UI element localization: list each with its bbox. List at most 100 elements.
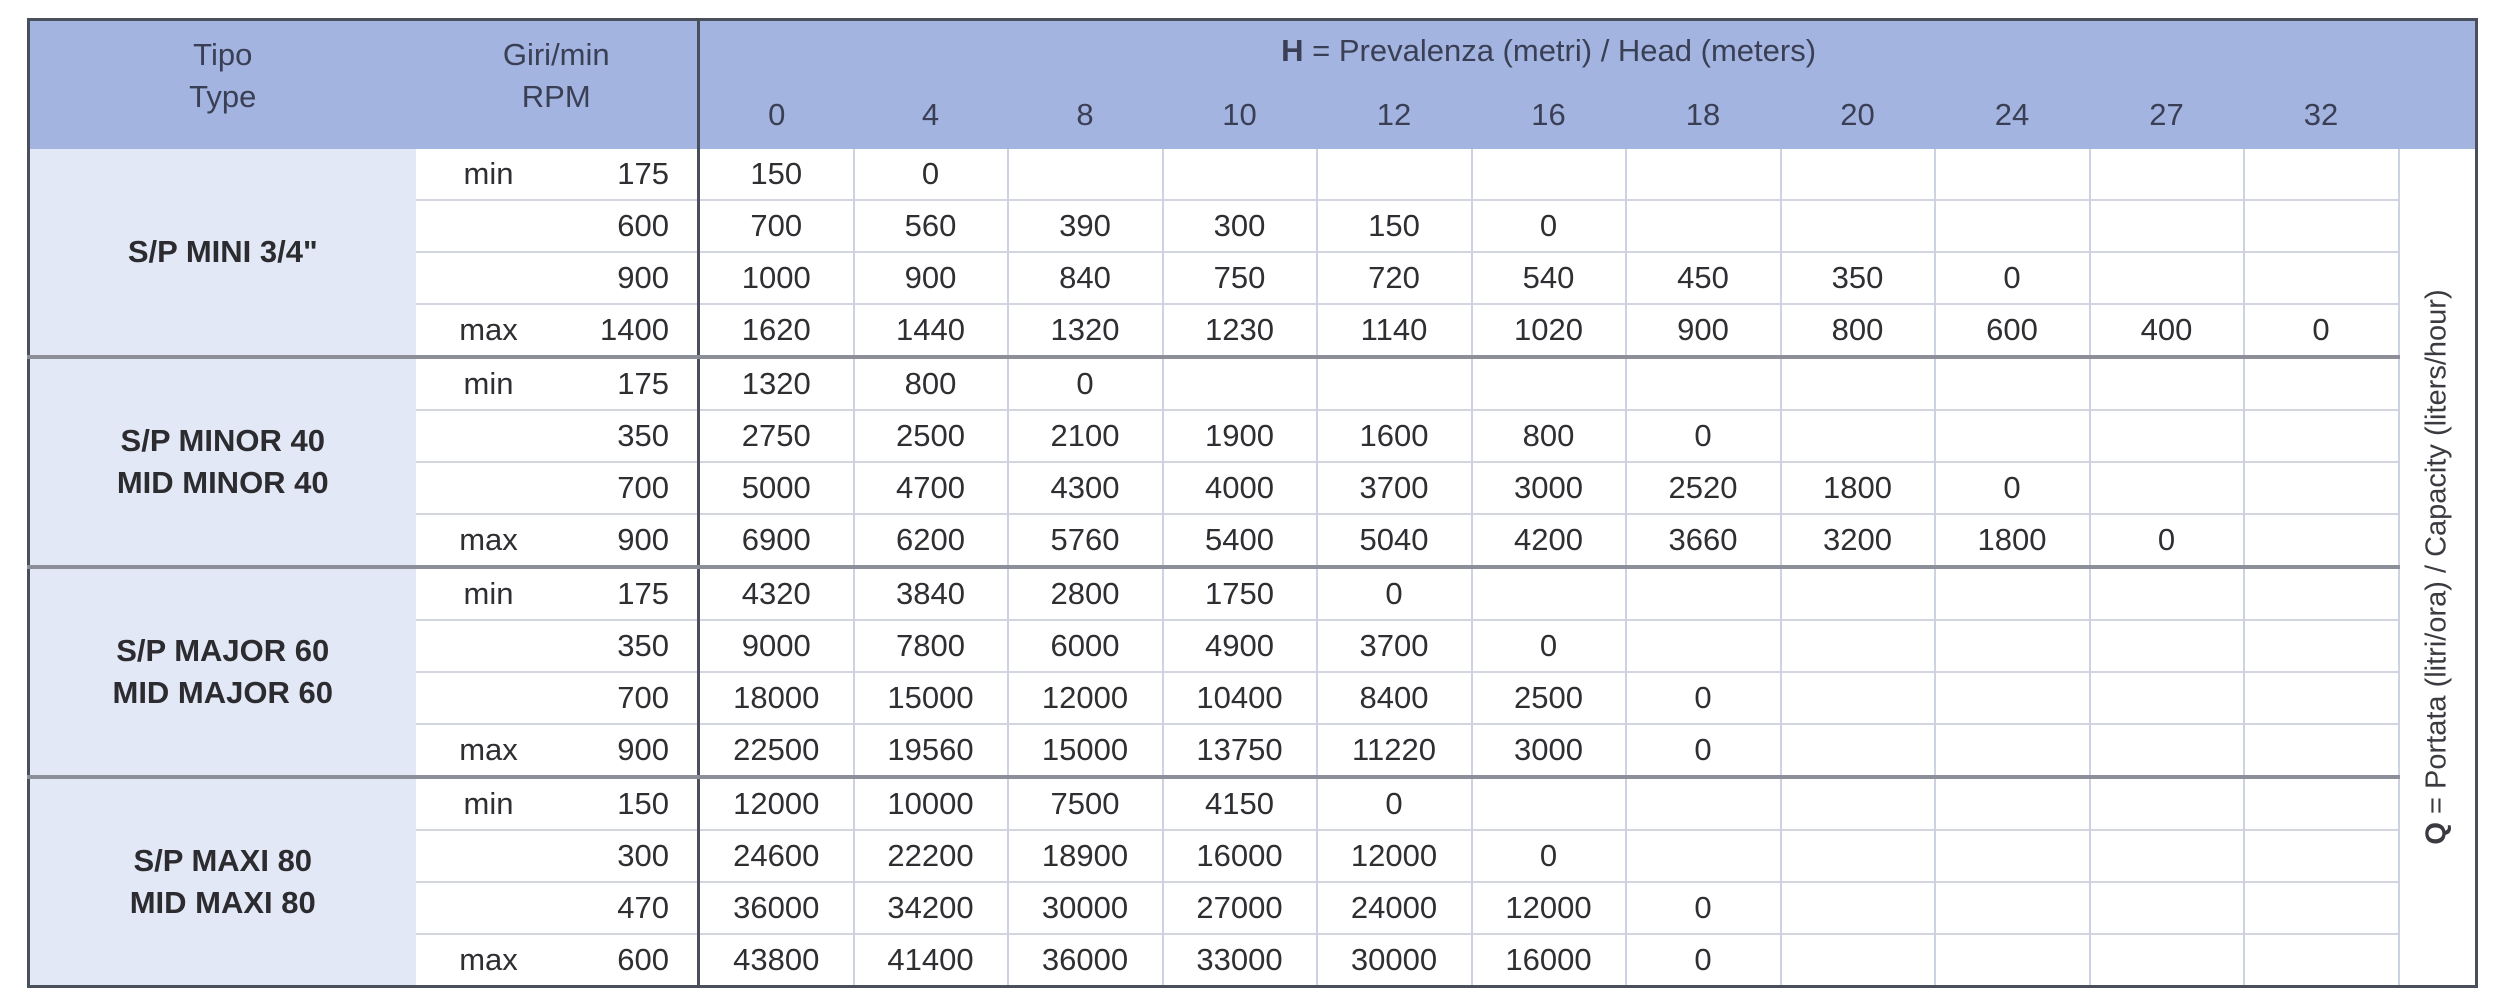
capacity-cell: 0 — [1624, 880, 1781, 934]
capacity-cell: 3840 — [852, 564, 1008, 620]
capacity-cell: 560 — [852, 198, 1008, 252]
table-row: 900 1000 900 840 750 720 540 450 350 0 — [29, 250, 2477, 304]
capacity-cell: 1600 — [1315, 408, 1472, 462]
capacity-cell — [2242, 250, 2399, 304]
capacity-cell — [2242, 354, 2399, 410]
capacity-cell — [1933, 354, 2090, 410]
capacity-cell: 12000 — [1006, 670, 1163, 724]
capacity-cell — [1779, 148, 1935, 200]
head-title: H = Prevalenza (metri) / Head (meters) — [696, 19, 2477, 82]
capacity-cell: 840 — [1006, 250, 1163, 304]
capacity-cell: 11220 — [1315, 722, 1472, 777]
head-value-12: 12 — [1316, 81, 1472, 149]
capacity-cell: 720 — [1315, 250, 1472, 304]
head-value-0: 0 — [697, 81, 854, 149]
capacity-cell: 12000 — [697, 774, 854, 830]
capacity-label-text: Q = Portata (litri/ora) / Capacity (lite… — [2421, 289, 2454, 844]
capacity-cell: 10000 — [852, 774, 1008, 830]
capacity-cell — [1779, 354, 1935, 410]
capacity-cell: 30000 — [1006, 880, 1163, 934]
table-body: S/P MINI 3/4" min 175 150 0 Q = Portata (litr… — [28, 148, 2477, 986]
capacity-cell — [2242, 932, 2399, 986]
capacity-cell — [1161, 354, 1317, 410]
capacity-cell — [2242, 828, 2399, 882]
capacity-cell: 750 — [1161, 250, 1317, 304]
table-row: S/P MINOR 40 MID MINOR 40 min 175 1320 800 0 — [28, 354, 2477, 567]
capacity-cell: 10400 — [1161, 670, 1317, 724]
capacity-cell — [1470, 148, 1626, 200]
capacity-cell: 4200 — [1470, 512, 1626, 567]
capacity-cell: 0 — [1624, 408, 1781, 462]
head-value-16: 16 — [1471, 81, 1626, 149]
capacity-cell: 0 — [2088, 512, 2244, 567]
rpm-value: 700 — [561, 670, 699, 724]
capacity-cell — [1624, 148, 1781, 200]
pump-type-name: S/P MAJOR 60 — [116, 632, 330, 668]
capacity-cell: 0 — [1624, 722, 1781, 777]
capacity-cell: 150 — [697, 148, 854, 200]
capacity-cell — [1624, 828, 1781, 882]
speed-mode: max — [415, 302, 562, 357]
capacity-cell: 1750 — [1161, 564, 1317, 620]
capacity-cell: 2750 — [697, 408, 854, 462]
capacity-cell — [1779, 670, 1935, 724]
rpm-value: 600 — [561, 198, 699, 252]
capacity-cell: 4300 — [1006, 460, 1163, 514]
capacity-cell: 22500 — [697, 722, 854, 777]
capacity-cell: 2800 — [1006, 564, 1163, 620]
capacity-cell: 1140 — [1315, 302, 1472, 357]
table-row: 470 36000 34200 30000 27000 24000 12000 0 — [29, 880, 2477, 934]
pump-type-name: S/P MAXI 80 — [133, 842, 313, 878]
capacity-cell — [1779, 722, 1935, 777]
speed-mode: max — [415, 722, 562, 777]
head-value-20: 20 — [1780, 81, 1935, 149]
rpm-value: 1400 — [561, 302, 699, 357]
capacity-cell: 5040 — [1315, 512, 1472, 567]
pump-type-name: MID MAXI 80 — [129, 884, 316, 920]
capacity-cell: 900 — [852, 250, 1008, 304]
capacity-cell: 24000 — [1315, 880, 1472, 934]
head-value-10: 10 — [1162, 81, 1317, 149]
capacity-cell — [1933, 880, 2090, 934]
capacity-cell: 15000 — [852, 670, 1008, 724]
capacity-cell — [1779, 880, 1935, 934]
capacity-cell — [1933, 774, 2090, 830]
capacity-cell: 1900 — [1161, 408, 1317, 462]
rpm-header: Giri/min RPM — [415, 19, 699, 149]
capacity-cell — [1779, 774, 1935, 830]
table-row: max 900 22500 19560 15000 13750 11220 3000 0 — [29, 722, 2477, 777]
capacity-cell: 800 — [1470, 408, 1626, 462]
speed-mode: min — [415, 774, 562, 830]
capacity-cell: 1320 — [1006, 302, 1163, 357]
table-row: S/P MAJOR 60 MID MAJOR 60 min 175 4320 3840 28… — [28, 564, 2477, 777]
capacity-cell: 4150 — [1161, 774, 1317, 830]
speed-mode: max — [415, 512, 562, 567]
capacity-cell: 1020 — [1470, 302, 1626, 357]
capacity-axis-label: Q = Portata (litri/ora) / Capacity (lite… — [2397, 148, 2477, 986]
capacity-cell: 540 — [1470, 250, 1626, 304]
capacity-cell: 5000 — [697, 460, 854, 514]
rpm-value: 600 — [561, 932, 699, 986]
capacity-cell: 3700 — [1315, 618, 1472, 672]
capacity-cell — [1161, 148, 1317, 200]
capacity-cell: 0 — [1624, 670, 1781, 724]
capacity-cell: 390 — [1006, 198, 1163, 252]
capacity-cell: 5760 — [1006, 512, 1163, 567]
capacity-cell — [1933, 722, 2090, 777]
capacity-cell — [2088, 932, 2244, 986]
side-header-blank — [2398, 81, 2477, 149]
speed-mode — [415, 670, 562, 724]
capacity-cell — [1933, 408, 2090, 462]
capacity-cell: 0 — [1470, 198, 1626, 252]
speed-mode: min — [463, 155, 514, 191]
capacity-cell: 0 — [1470, 618, 1626, 672]
table-row: 350 9000 7800 6000 4900 3700 0 — [29, 618, 2477, 672]
capacity-cell: 12000 — [1470, 880, 1626, 934]
speed-mode — [415, 460, 562, 514]
capacity-cell: 36000 — [697, 880, 854, 934]
capacity-cell — [1624, 198, 1781, 252]
rpm-value: 900 — [561, 512, 699, 567]
capacity-cell — [1933, 618, 2090, 672]
head-value-27: 27 — [2089, 81, 2244, 149]
rpm-value: 300 — [561, 828, 699, 882]
